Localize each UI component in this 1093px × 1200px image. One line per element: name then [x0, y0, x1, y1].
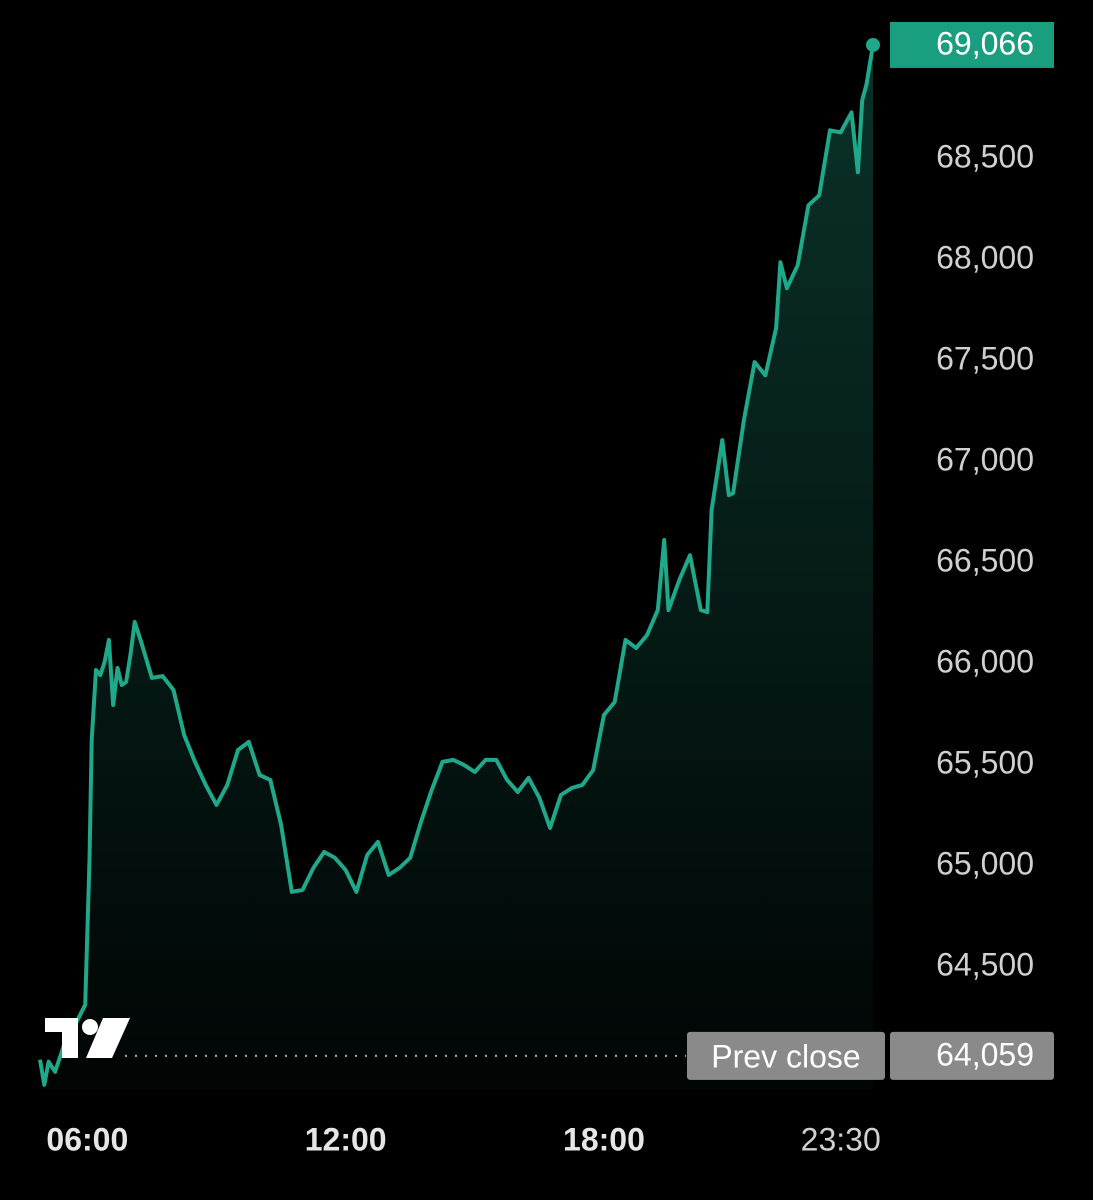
y-tick-label: 65,000: [936, 845, 1034, 881]
x-tick-label: 18:00: [563, 1121, 645, 1157]
logo-slash: [86, 1018, 130, 1058]
y-tick-label: 65,500: [936, 744, 1034, 780]
y-tick-label: 67,000: [936, 442, 1034, 478]
logo-t: [45, 1018, 78, 1058]
last-price-label: 69,066: [936, 25, 1034, 61]
prev-close-box: [687, 1031, 885, 1080]
prev-close-value: 64,059: [936, 1036, 1034, 1072]
y-tick-label: 68,000: [936, 240, 1034, 276]
x-tick-label: 23:30: [801, 1121, 881, 1157]
prev-close-value-box: [890, 1031, 1054, 1080]
area: [40, 44, 873, 1090]
x-tick-label: 06:00: [46, 1121, 128, 1157]
logo-dot: [82, 1019, 98, 1035]
y-tick-label: 66,000: [936, 643, 1034, 679]
y-tick-label: 64,500: [936, 946, 1034, 982]
last-price-box: [890, 21, 1054, 68]
y-tick-label: 67,500: [936, 341, 1034, 377]
x-tick-label: 12:00: [305, 1121, 387, 1157]
y-tick-label: 66,500: [936, 542, 1034, 578]
prev-close-label: Prev close: [711, 1038, 860, 1074]
price-line: [38, 44, 875, 1087]
logo: [45, 1018, 130, 1058]
plot: [38, 37, 880, 1090]
last-point: [866, 37, 880, 52]
y-tick-label: 68,500: [936, 139, 1034, 175]
